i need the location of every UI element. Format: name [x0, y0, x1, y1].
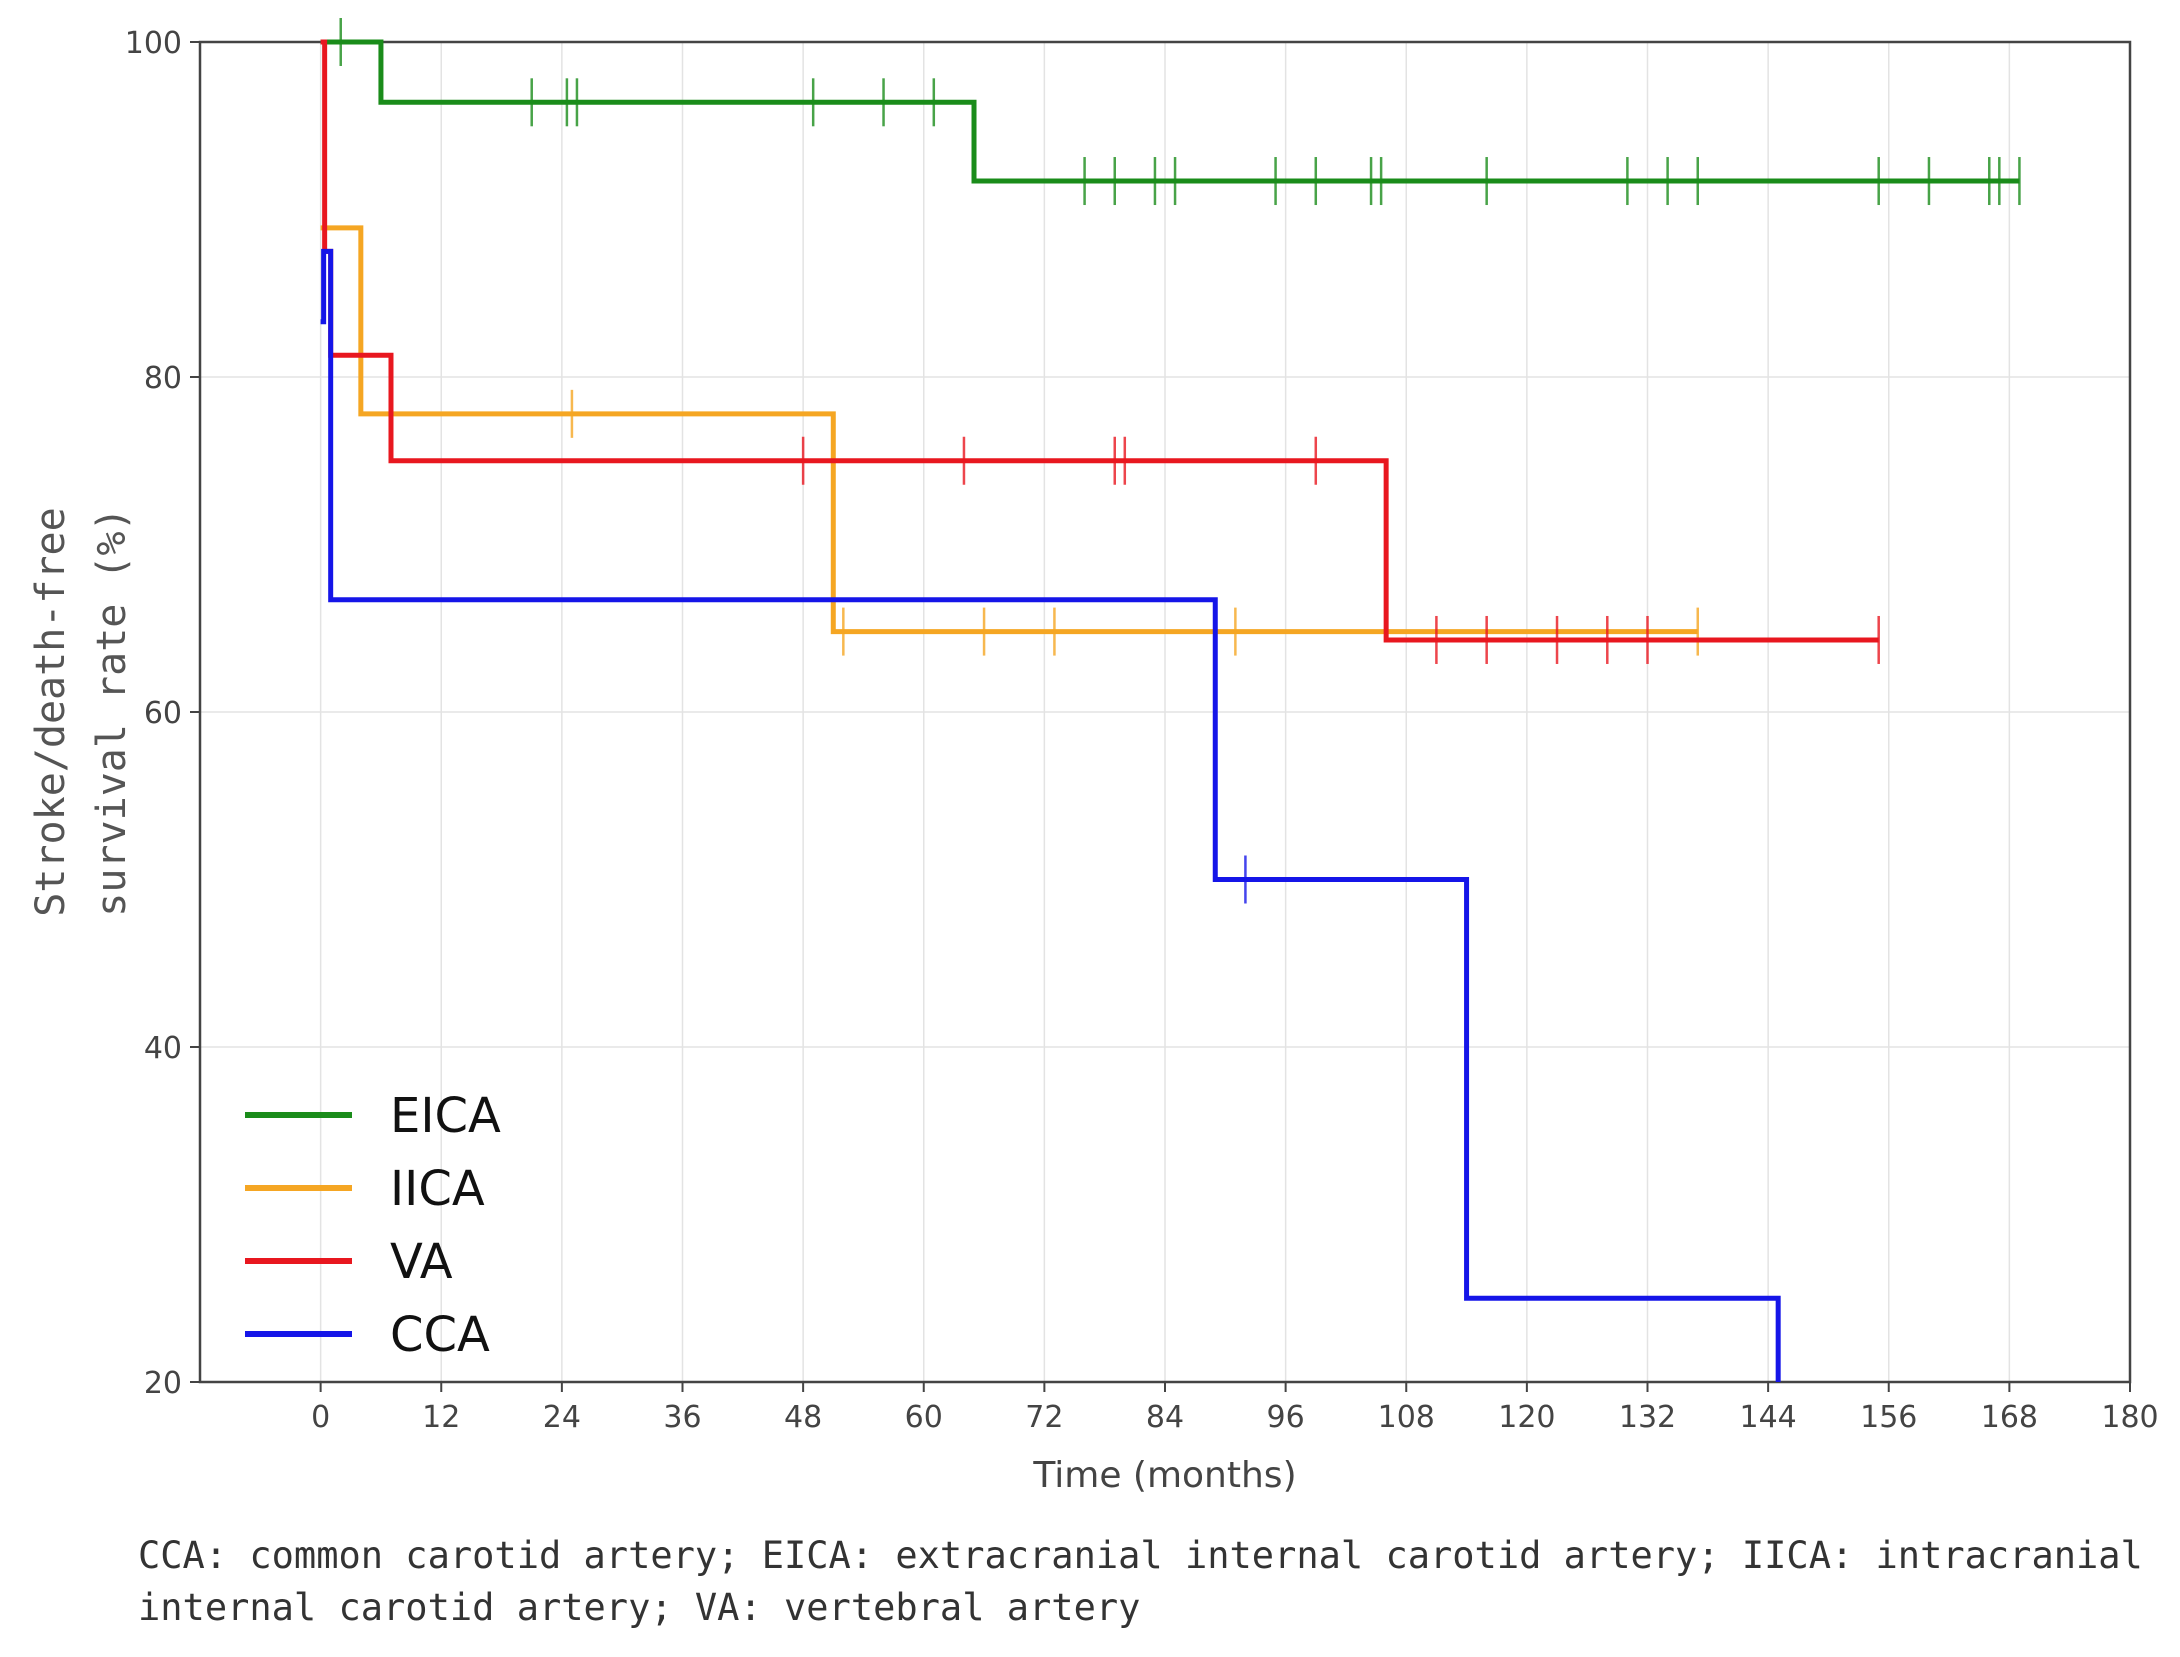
y-axis-title-line-2: survival rate (%): [89, 507, 135, 916]
series-iica: [320, 225, 1700, 656]
x-tick-label: 108: [1378, 1400, 1435, 1435]
x-axis-title: Time (months): [1032, 1455, 1296, 1496]
x-tick-label: 96: [1267, 1400, 1305, 1435]
x-tick-label: 120: [1498, 1400, 1555, 1435]
x-tick-label: 180: [2101, 1400, 2158, 1435]
series-line-va: [320, 39, 1879, 643]
legend-item-cca: CCA: [245, 1307, 490, 1363]
x-tick-label: 12: [422, 1400, 460, 1435]
legend-label-va: VA: [390, 1234, 453, 1290]
x-tick-label: 156: [1860, 1400, 1917, 1435]
x-tick-label: 84: [1146, 1400, 1184, 1435]
grid: [200, 41, 2131, 1383]
series-line-cca: [320, 248, 1781, 1382]
y-axis-title-line-1: Stroke/death-free: [28, 507, 74, 916]
x-tick-label: 144: [1739, 1400, 1796, 1435]
y-tick-label: 100: [125, 26, 182, 61]
legend-label-eica: EICA: [390, 1088, 501, 1144]
x-tick-label: 60: [905, 1400, 943, 1435]
series-line-iica: [320, 225, 1698, 635]
survival-chart: 20 40 60 80 100 0 12 24 36 48 60 72 84 96 108 120 132 14…: [28, 18, 2159, 1496]
series-eica: [320, 18, 2021, 206]
x-axis-ticks: 0 12 24 36 48 60 72 84 96 108 120 132 144 156 168 180: [311, 1382, 2159, 1435]
legend-item-eica: EICA: [245, 1088, 501, 1144]
x-tick-label: 48: [784, 1400, 822, 1435]
y-axis-ticks: 20 40 60 80 100: [125, 26, 200, 1401]
y-tick-label: 80: [144, 361, 182, 396]
series-va: [320, 39, 1880, 664]
legend-item-iica: IICA: [245, 1161, 485, 1217]
x-tick-label: 36: [663, 1400, 701, 1435]
legend-label-iica: IICA: [390, 1161, 485, 1217]
series-cca: [320, 248, 1781, 1382]
x-tick-label: 0: [311, 1400, 330, 1435]
series-layer: [320, 18, 2021, 1382]
y-tick-label: 40: [144, 1031, 182, 1066]
figure-caption: CCA: common carotid artery; EICA: extrac…: [138, 1534, 2143, 1629]
legend-label-cca: CCA: [390, 1307, 490, 1363]
legend: EICA IICA VA CCA: [245, 1088, 501, 1363]
x-tick-label: 72: [1025, 1400, 1063, 1435]
x-tick-label: 24: [543, 1400, 581, 1435]
y-tick-label: 20: [144, 1366, 182, 1401]
x-tick-label: 168: [1981, 1400, 2038, 1435]
legend-item-va: VA: [245, 1234, 453, 1290]
x-tick-label: 132: [1619, 1400, 1676, 1435]
series-line-eica: [320, 39, 2020, 184]
y-tick-label: 60: [144, 696, 182, 731]
